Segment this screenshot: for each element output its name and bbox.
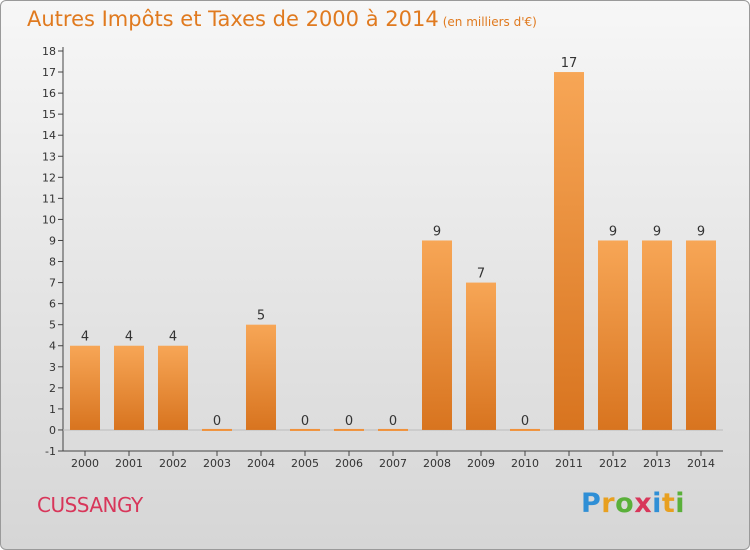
bar-2010 [510,428,540,431]
logo-letter: i [675,488,686,519]
value-label-2004: 5 [257,309,265,324]
y-tick-label: 18 [42,45,56,58]
y-tick-label: 7 [49,277,56,290]
x-tick-label: 2003 [203,457,231,470]
value-label-2000: 4 [81,330,89,345]
x-tick-label: 2006 [335,457,363,470]
y-tick-label: 8 [49,256,56,269]
bar-2006 [334,428,364,431]
y-tick-label: 17 [42,66,56,79]
y-tick-label: 10 [42,213,56,226]
bar-2003 [202,428,232,431]
y-tick-label: 4 [49,340,56,353]
bar-2001 [114,345,144,430]
x-tick-label: 2010 [511,457,539,470]
commune-name: CUSSANGY [37,493,143,517]
value-label-2010: 0 [521,414,529,429]
y-tick-label: 9 [49,234,56,247]
value-label-2006: 0 [345,414,353,429]
bar-2000 [70,345,100,430]
x-tick-label: 2012 [599,457,627,470]
y-tick-label: 2 [49,382,56,395]
chart-title: Autres Impôts et Taxes de 2000 à 2014 (en… [27,7,537,31]
logo-letter: t [661,488,676,519]
logo-letter: P [581,488,602,519]
value-label-2009: 7 [477,267,485,282]
chart-bars [70,72,716,431]
value-label-2001: 4 [125,330,133,345]
y-tick-label: 3 [49,361,56,374]
y-tick-label: 0 [49,424,56,437]
bar-2012 [598,240,628,430]
logo-letter: o [615,488,635,519]
bar-2008 [422,240,452,430]
x-tick-label: 2005 [291,457,319,470]
value-label-2007: 0 [389,414,397,429]
value-label-2002: 4 [169,330,177,345]
logo-letter: i [652,488,662,519]
bar-2014 [686,240,716,430]
x-tick-label: 2004 [247,457,275,470]
x-tick-label: 2011 [555,457,583,470]
bar-2013 [642,240,672,430]
value-label-2012: 9 [609,224,617,239]
bar-2011 [554,72,584,430]
y-tick-label: 5 [49,319,56,332]
value-label-2013: 9 [653,224,661,239]
y-tick-label: 16 [42,87,56,100]
x-tick-label: 2000 [71,457,99,470]
chart-title-text: Autres Impôts et Taxes de 2000 à 2014 [27,7,439,31]
value-label-2003: 0 [213,414,221,429]
logo-letter: r [601,488,616,519]
value-label-2014: 9 [697,224,705,239]
y-tick-label: 1 [49,403,56,416]
logo-letter: x [634,488,653,519]
bar-2005 [290,428,320,431]
x-tick-label: 2014 [687,457,715,470]
chart-subtitle: (en milliers d'€) [442,15,537,29]
proxiti-logo: Proxiti [581,488,685,519]
value-label-2011: 17 [561,56,578,71]
x-tick-label: 2009 [467,457,495,470]
y-tick-label: 12 [42,171,56,184]
y-tick-label: 13 [42,150,56,163]
chart-value-labels: 4 4 4 0 5 0 0 0 9 7 0 17 9 9 9 [81,56,705,429]
y-tick-label: 15 [42,108,56,121]
bar-2004 [246,324,276,430]
bar-2002 [158,345,188,430]
x-tick-label: 2007 [379,457,407,470]
y-tick-label: 6 [49,298,56,311]
bar-2007 [378,428,408,431]
value-label-2005: 0 [301,414,309,429]
x-tick-label: 2013 [643,457,671,470]
y-tick-label: 11 [42,192,56,205]
x-tick-label: 2001 [115,457,143,470]
bar-2009 [466,282,496,430]
x-tick-label: 2002 [159,457,187,470]
x-tick-label: 2008 [423,457,451,470]
y-tick-label: 14 [42,129,56,142]
value-label-2008: 9 [433,224,441,239]
y-tick-label: -1 [45,445,56,458]
